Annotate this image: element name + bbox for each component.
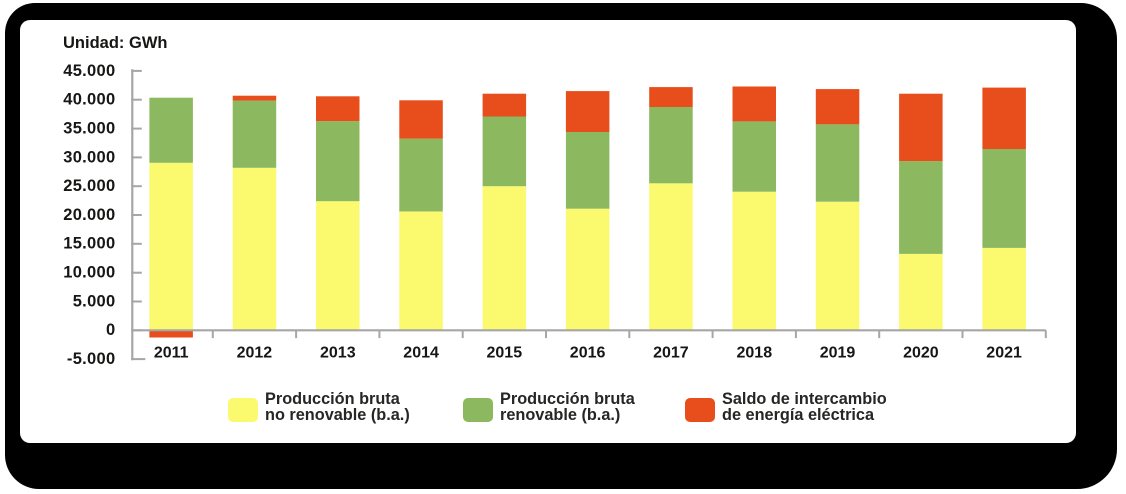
bar-segment-2020-s2 (899, 93, 943, 162)
bar-segment-2013-s1 (316, 121, 360, 202)
bar-segment-2016-s1 (565, 132, 610, 209)
bar-segment-2021-s1 (982, 149, 1026, 248)
y-tick-label: 15.000 (63, 235, 115, 253)
bar-segment-2012-s0 (232, 167, 277, 331)
bar-segment-2018-s2 (732, 86, 776, 122)
bar-segment-2017-s1 (649, 106, 693, 184)
x-tick-label: 2020 (903, 345, 939, 362)
bar-segment-2018-s1 (732, 121, 776, 192)
bar-segment-2020-s1 (899, 161, 943, 254)
bar-segment-2016-s0 (565, 208, 610, 331)
legend-label-0: Producción bruta no renovable (b.a.) (265, 389, 410, 424)
bar-segment-2019-s1 (815, 124, 860, 202)
x-tick-label: 2015 (487, 345, 523, 362)
x-tick-label: 2011 (154, 345, 189, 362)
bar-segment-2017-s2 (649, 87, 693, 107)
y-tick-label: 45.000 (63, 62, 115, 80)
legend-swatch-0 (228, 398, 258, 422)
y-tick-label: 30.000 (63, 148, 115, 166)
x-tick-label: 2012 (237, 345, 273, 362)
bar-segment-2020-s0 (899, 253, 943, 331)
bar-segment-2013-s0 (316, 201, 360, 331)
y-tick-label: 5.000 (73, 292, 116, 310)
bar-segment-2021-s0 (982, 247, 1026, 331)
bar-segment-2014-s2 (399, 100, 443, 139)
y-tick-label: 10.000 (63, 264, 115, 282)
bar-segment-2011-s1 (149, 97, 193, 163)
legend-label-2: Saldo de intercambio de energía eléctrica (722, 389, 887, 424)
bar-segment-2015-s0 (482, 186, 527, 331)
bar-segment-2014-s0 (399, 211, 443, 331)
y-tick-label: -5.000 (67, 350, 116, 368)
bar-segment-2014-s1 (399, 138, 443, 212)
bar-segment-2017-s0 (649, 183, 693, 331)
x-tick-label: 2013 (320, 345, 356, 362)
legend-swatch-1 (463, 398, 493, 422)
bar-segment-2021-s2 (982, 87, 1026, 149)
bar-segment-2013-s2 (316, 96, 360, 122)
legend-swatch-2 (685, 398, 715, 422)
y-tick-label: 35.000 (63, 120, 115, 138)
legend-item-1: Producción bruta renovable (b.a.) (463, 389, 635, 424)
legend-item-2: Saldo de intercambio de energía eléctrica (685, 389, 887, 424)
y-tick-label: 25.000 (63, 177, 115, 195)
legend-label-1: Producción bruta renovable (b.a.) (500, 389, 635, 424)
x-tick-label: 2014 (403, 345, 439, 362)
y-tick-label: 20.000 (63, 206, 115, 224)
x-tick-label: 2018 (737, 345, 773, 362)
bar-segment-2011-s2 (149, 330, 193, 338)
x-tick-label: 2016 (570, 345, 606, 362)
y-tick-label: 40.000 (63, 91, 115, 109)
legend-item-0: Producción bruta no renovable (b.a.) (228, 389, 410, 424)
bar-segment-2019-s2 (815, 89, 860, 125)
bar-segment-2011-s0 (149, 162, 193, 331)
bar-segment-2015-s2 (482, 93, 527, 117)
bar-segment-2019-s0 (815, 201, 860, 331)
bar-segment-2016-s2 (565, 91, 610, 132)
bar-segment-2012-s2 (232, 95, 277, 101)
x-tick-label: 2017 (653, 345, 689, 362)
bar-segment-2015-s1 (482, 116, 527, 187)
x-tick-label: 2019 (820, 345, 856, 362)
bar-segment-2012-s1 (232, 100, 277, 168)
unit-label: Unidad: GWh (63, 34, 168, 52)
y-tick-label: 0 (106, 321, 115, 339)
x-tick-label: 2021 (986, 345, 1022, 362)
bar-segment-2018-s0 (732, 191, 776, 331)
